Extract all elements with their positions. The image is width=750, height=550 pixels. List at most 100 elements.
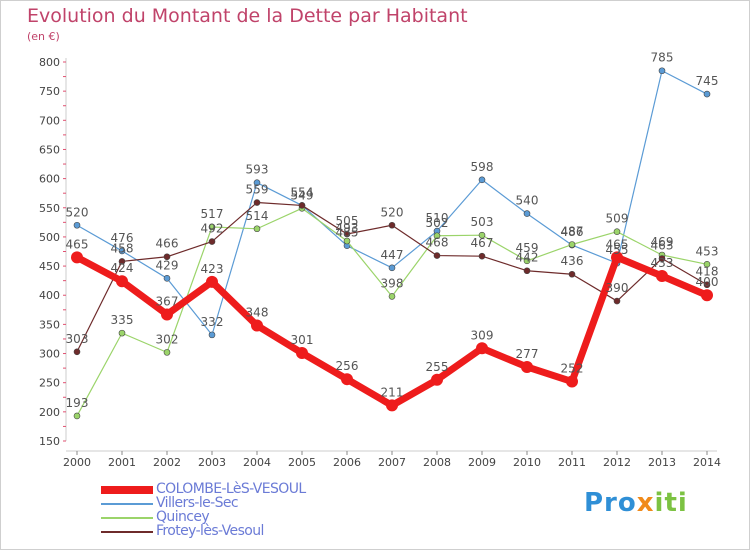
x-tick-label: 2011	[558, 456, 586, 469]
data-point	[343, 230, 351, 238]
data-point	[478, 231, 486, 239]
data-point	[386, 399, 398, 412]
data-label: 367	[156, 294, 179, 308]
y-tick-label: 800	[39, 56, 60, 69]
data-point	[161, 308, 173, 321]
data-point	[343, 237, 351, 245]
x-tick-label: 2002	[153, 456, 181, 469]
legend-swatch	[101, 517, 153, 519]
logo-part-pro: Pro	[584, 488, 637, 518]
data-point	[116, 275, 128, 288]
data-point	[611, 251, 623, 264]
data-label: 554	[291, 185, 314, 199]
data-point	[118, 329, 126, 337]
data-point	[253, 199, 261, 206]
data-label: 476	[111, 231, 134, 245]
data-label: 309	[471, 328, 494, 342]
data-label: 436	[561, 254, 584, 268]
y-tick-label: 600	[39, 173, 60, 186]
data-label: 303	[66, 332, 89, 346]
data-label: 301	[291, 333, 314, 347]
data-label: 453	[696, 244, 719, 258]
data-point	[566, 375, 578, 388]
data-point	[296, 346, 308, 359]
data-point	[568, 241, 576, 248]
data-point	[298, 202, 306, 209]
data-label: 492	[201, 222, 224, 236]
x-tick-label: 2009	[468, 456, 496, 469]
data-label: 466	[156, 237, 179, 251]
data-point	[253, 225, 261, 233]
data-label: 520	[381, 205, 404, 219]
data-label: 598	[471, 160, 494, 174]
x-tick-label: 2005	[288, 456, 316, 469]
data-label: 468	[426, 236, 449, 250]
y-tick-label: 350	[39, 318, 60, 331]
data-point	[208, 331, 216, 339]
data-label: 517	[201, 207, 224, 221]
data-point	[118, 258, 126, 265]
data-label: 277	[516, 347, 539, 361]
data-point	[701, 289, 713, 302]
x-tick-label: 2014	[693, 456, 721, 469]
legend-swatch	[101, 531, 153, 533]
data-label: 493	[336, 221, 359, 235]
data-label: 256	[336, 359, 359, 373]
data-label: 332	[201, 315, 224, 329]
data-label: 502	[426, 216, 449, 230]
data-label: 400	[696, 275, 719, 289]
legend-label: Villers-le-Sec	[156, 495, 239, 511]
data-label: 469	[651, 235, 674, 249]
legend-swatch	[101, 503, 153, 505]
data-point	[476, 342, 488, 355]
data-point	[431, 373, 443, 386]
data-point	[433, 252, 441, 259]
data-label: 211	[381, 385, 404, 399]
data-point	[388, 293, 396, 300]
data-label: 520	[66, 205, 89, 219]
y-tick-label: 550	[39, 202, 60, 215]
x-tick-label: 2007	[378, 456, 406, 469]
data-label: 433	[651, 256, 674, 270]
data-point	[478, 176, 486, 184]
chart-title: Evolution du Montant de la Dette par Hab…	[27, 5, 468, 27]
x-tick-label: 2001	[108, 456, 136, 469]
y-tick-label: 300	[39, 348, 60, 361]
data-label: 503	[471, 215, 494, 229]
chart-axes: 150 200 250 300 350 400 450 500 550 600 650 700 750 8…	[39, 56, 721, 469]
chart-unit-subtitle: (en €)	[27, 30, 60, 43]
x-tick-label: 2010	[513, 456, 541, 469]
data-label: 418	[696, 265, 719, 279]
data-point	[206, 275, 218, 288]
data-label: 465	[66, 237, 89, 251]
y-tick-label: 450	[39, 260, 60, 273]
data-label: 593	[246, 163, 269, 177]
data-label: 505	[336, 214, 359, 228]
data-point	[388, 221, 396, 229]
data-label: 463	[651, 238, 674, 252]
data-point	[208, 238, 216, 245]
data-label: 193	[66, 396, 89, 410]
data-point	[703, 90, 711, 98]
data-label: 487	[561, 225, 584, 239]
data-label: 510	[426, 211, 449, 225]
data-point	[163, 253, 171, 261]
data-point	[253, 179, 261, 186]
logo-part-x: x	[636, 488, 655, 518]
data-label: 302	[156, 332, 179, 346]
data-label: 447	[381, 248, 404, 262]
data-point	[163, 349, 171, 356]
data-label: 785	[651, 51, 674, 65]
y-tick-label: 250	[39, 377, 60, 390]
data-point	[613, 297, 621, 305]
data-label: 486	[561, 225, 584, 239]
data-point	[478, 252, 486, 260]
x-tick-label: 2003	[198, 456, 226, 469]
data-label: 442	[516, 251, 539, 265]
y-tick-label: 150	[39, 435, 60, 448]
data-label: 390	[606, 281, 629, 295]
data-label: 458	[111, 241, 134, 255]
data-point	[656, 269, 668, 282]
